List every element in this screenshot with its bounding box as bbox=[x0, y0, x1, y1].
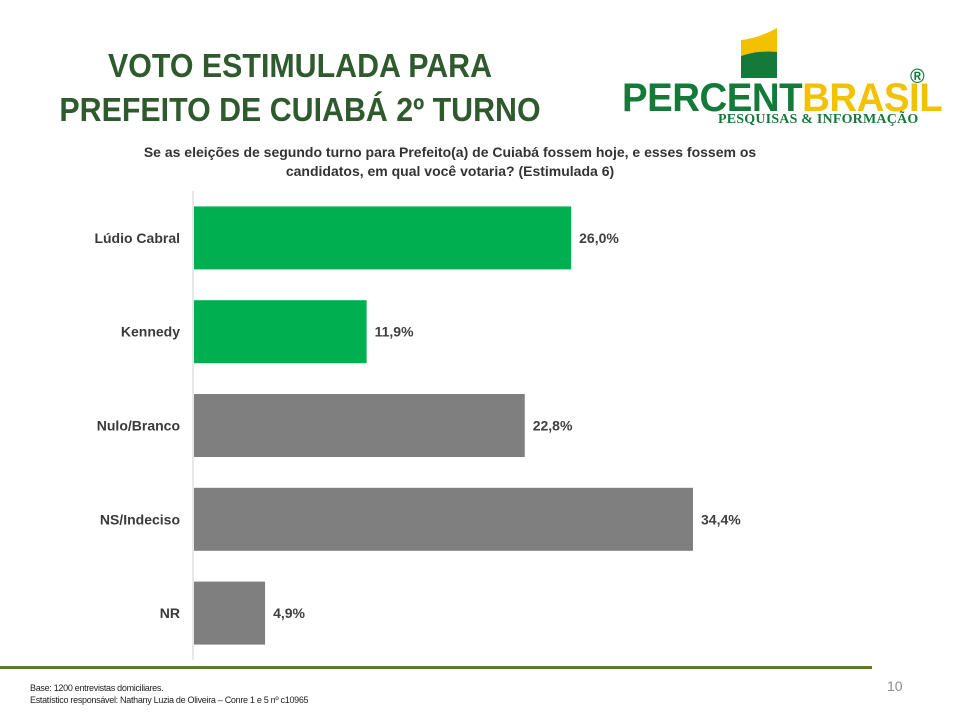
data-label: 11,9% bbox=[375, 324, 414, 340]
company-logo: PERCENTBRASIL ® PESQUISAS & INFORMAÇÃO bbox=[618, 20, 943, 132]
footnote-statistician: Estatístico responsável: Nathany Luzia d… bbox=[30, 695, 309, 705]
category-label: Lúdio Cabral bbox=[94, 230, 180, 246]
bar bbox=[194, 487, 693, 551]
bar bbox=[194, 206, 572, 270]
category-label: NS/Indeciso bbox=[100, 511, 180, 527]
data-label: 22,8% bbox=[533, 418, 573, 434]
page-title: VOTO ESTIMULADA PARA PREFEITO DE CUIABÁ … bbox=[42, 44, 557, 132]
logo-name-part-1: PERCENT bbox=[622, 76, 803, 120]
logo-wordmark: PERCENTBRASIL bbox=[622, 76, 943, 120]
category-label: NR bbox=[160, 605, 180, 621]
data-label: 4,9% bbox=[273, 605, 305, 621]
footer-divider bbox=[0, 666, 872, 669]
logo-name-part-2: BRASIL bbox=[802, 76, 943, 120]
footnote-base: Base: 1200 entrevistas domiciliares. bbox=[30, 683, 164, 693]
page-title-line-2: PREFEITO DE CUIABÁ 2º TURNO bbox=[59, 91, 541, 128]
data-label: 26,0% bbox=[579, 230, 619, 246]
category-label: Nulo/Branco bbox=[97, 418, 180, 434]
bar bbox=[194, 300, 367, 364]
registered-mark: ® bbox=[910, 66, 925, 88]
logo-subtitle: PESQUISAS & INFORMAÇÃO bbox=[718, 112, 919, 127]
footnote: Base: 1200 entrevistas domiciliares. Est… bbox=[30, 682, 309, 706]
bar bbox=[194, 394, 525, 457]
logo-mark-icon bbox=[741, 28, 777, 78]
category-label: Kennedy bbox=[121, 324, 180, 340]
data-label: 34,4% bbox=[701, 511, 741, 527]
page-title-line-1: VOTO ESTIMULADA PARA bbox=[107, 47, 493, 84]
survey-question: Se as eleições de segundo turno para Pre… bbox=[143, 144, 757, 179]
page-number: 10 bbox=[887, 678, 903, 694]
bar bbox=[194, 581, 266, 645]
